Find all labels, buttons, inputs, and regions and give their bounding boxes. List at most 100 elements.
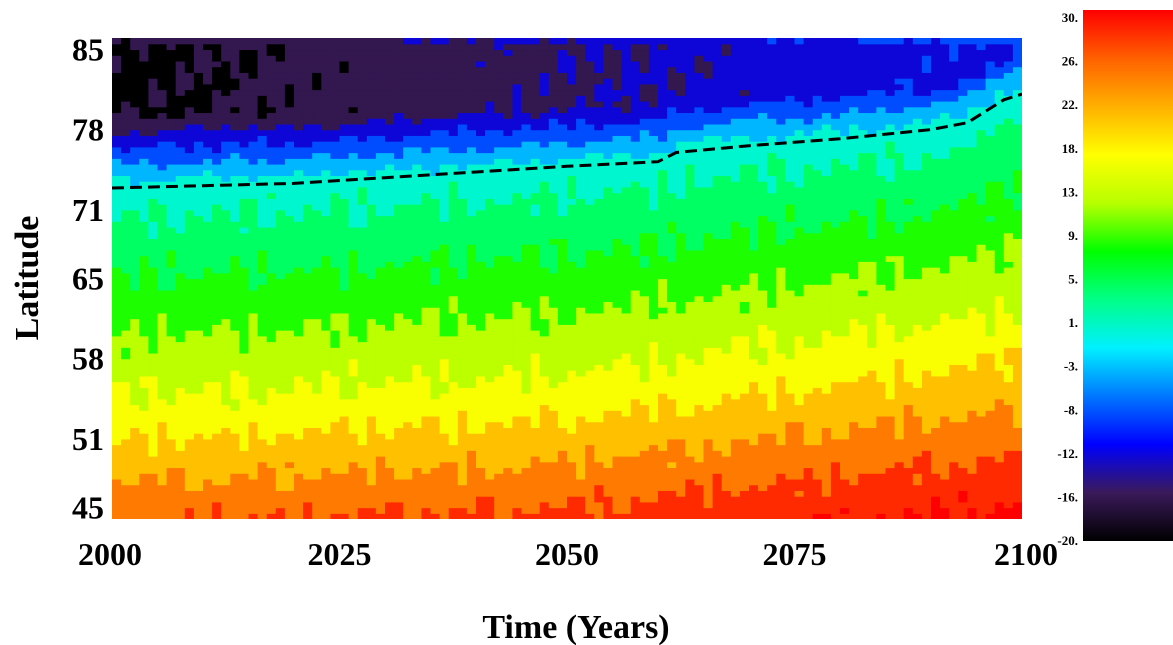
heatmap-cell [603, 83, 614, 91]
heatmap-cell [448, 427, 459, 434]
heatmap-cell [403, 198, 413, 205]
heatmap-cell [266, 501, 277, 509]
heatmap-cell [485, 43, 495, 51]
heatmap-cell [621, 381, 632, 388]
heatmap-cell [521, 398, 532, 406]
heatmap-cell [157, 496, 168, 503]
heatmap-cell [193, 484, 204, 491]
heatmap-cell [494, 370, 504, 377]
heatmap-cell [230, 364, 240, 371]
heatmap-cell [284, 43, 295, 51]
heatmap-cell [457, 215, 468, 222]
heatmap-cell [184, 307, 195, 314]
heatmap-cell [594, 135, 604, 142]
heatmap-cell [121, 307, 131, 314]
heatmap-cell [476, 473, 486, 480]
heatmap-cell [621, 438, 632, 446]
heatmap-cell [639, 141, 650, 148]
heatmap-cell [421, 226, 432, 234]
heatmap-cell [348, 398, 359, 406]
heatmap-cell [357, 244, 368, 251]
heatmap-cell [476, 450, 486, 457]
heatmap-cell [448, 66, 459, 73]
heatmap-cell [303, 347, 313, 354]
heatmap-cell [639, 427, 650, 434]
heatmap-cell [603, 335, 614, 343]
heatmap-cell [266, 278, 277, 285]
heatmap-cell [485, 204, 495, 211]
heatmap-cell [421, 60, 432, 68]
heatmap-cell [448, 186, 459, 194]
heatmap-cell [121, 209, 131, 217]
heatmap-cell [494, 341, 504, 348]
heatmap-cell [466, 135, 477, 142]
heatmap-cell [485, 272, 495, 280]
heatmap-cell [394, 444, 404, 451]
heatmap-cell [257, 427, 268, 434]
heatmap-cell [312, 301, 322, 308]
heatmap-cell [567, 404, 577, 411]
heatmap-cell [448, 118, 459, 125]
heatmap-cell [412, 330, 422, 337]
heatmap-cell [239, 387, 250, 394]
heatmap-cell [266, 38, 277, 45]
heatmap-cell [357, 398, 368, 406]
heatmap-cell [585, 232, 595, 240]
heatmap-cell [485, 501, 495, 509]
heatmap-cell [130, 501, 140, 509]
heatmap-cell [585, 398, 595, 406]
heatmap-cell [476, 89, 486, 96]
heatmap-cell [203, 301, 213, 308]
heatmap-cell [539, 490, 550, 497]
heatmap-cell [266, 301, 277, 308]
heatmap-cell [284, 507, 295, 514]
heatmap-cell [357, 255, 368, 262]
heatmap-cell [439, 244, 450, 251]
heatmap-cell [339, 410, 350, 417]
heatmap-cell [630, 267, 641, 274]
heatmap-cell [212, 72, 222, 79]
heatmap-cell [603, 215, 614, 222]
heatmap-cell [203, 358, 213, 365]
heatmap-cell [166, 433, 177, 440]
heatmap-cell [294, 473, 304, 480]
heatmap-cell [503, 307, 513, 314]
heatmap-cell [184, 249, 195, 257]
heatmap-cell [121, 215, 131, 222]
heatmap-cell [330, 158, 341, 165]
heatmap-cell [330, 352, 341, 360]
heatmap-cell [503, 438, 513, 446]
heatmap-cell [439, 66, 450, 73]
heatmap-cell [512, 324, 523, 331]
heatmap-cell [221, 450, 231, 457]
heatmap-cell [130, 43, 140, 51]
heatmap-cell [312, 461, 322, 469]
heatmap-cell [439, 163, 450, 171]
heatmap-cell [248, 490, 259, 497]
heatmap-cell [239, 375, 250, 383]
heatmap-cell [457, 490, 468, 497]
heatmap-cell [121, 244, 131, 251]
heatmap-cell [275, 152, 286, 159]
heatmap-cell [594, 169, 604, 177]
heatmap-cell [112, 232, 122, 240]
heatmap-cell [494, 272, 504, 280]
heatmap-cell [175, 100, 186, 108]
heatmap-cell [466, 267, 477, 274]
heatmap-cell [184, 484, 195, 491]
heatmap-cell [230, 238, 240, 245]
heatmap-cell [203, 513, 213, 519]
heatmap-cell [412, 410, 422, 417]
heatmap-cell [485, 163, 495, 171]
heatmap-cell [457, 249, 468, 257]
heatmap-cell [539, 158, 550, 165]
heatmap-cell [148, 181, 159, 188]
heatmap-cell [357, 335, 368, 343]
heatmap-cell [148, 415, 159, 423]
heatmap-cell [112, 226, 122, 234]
heatmap-cell [530, 141, 541, 148]
heatmap-cell [166, 261, 177, 268]
heatmap-cell [394, 375, 404, 383]
heatmap-cell [303, 318, 313, 325]
heatmap-cell [503, 404, 513, 411]
